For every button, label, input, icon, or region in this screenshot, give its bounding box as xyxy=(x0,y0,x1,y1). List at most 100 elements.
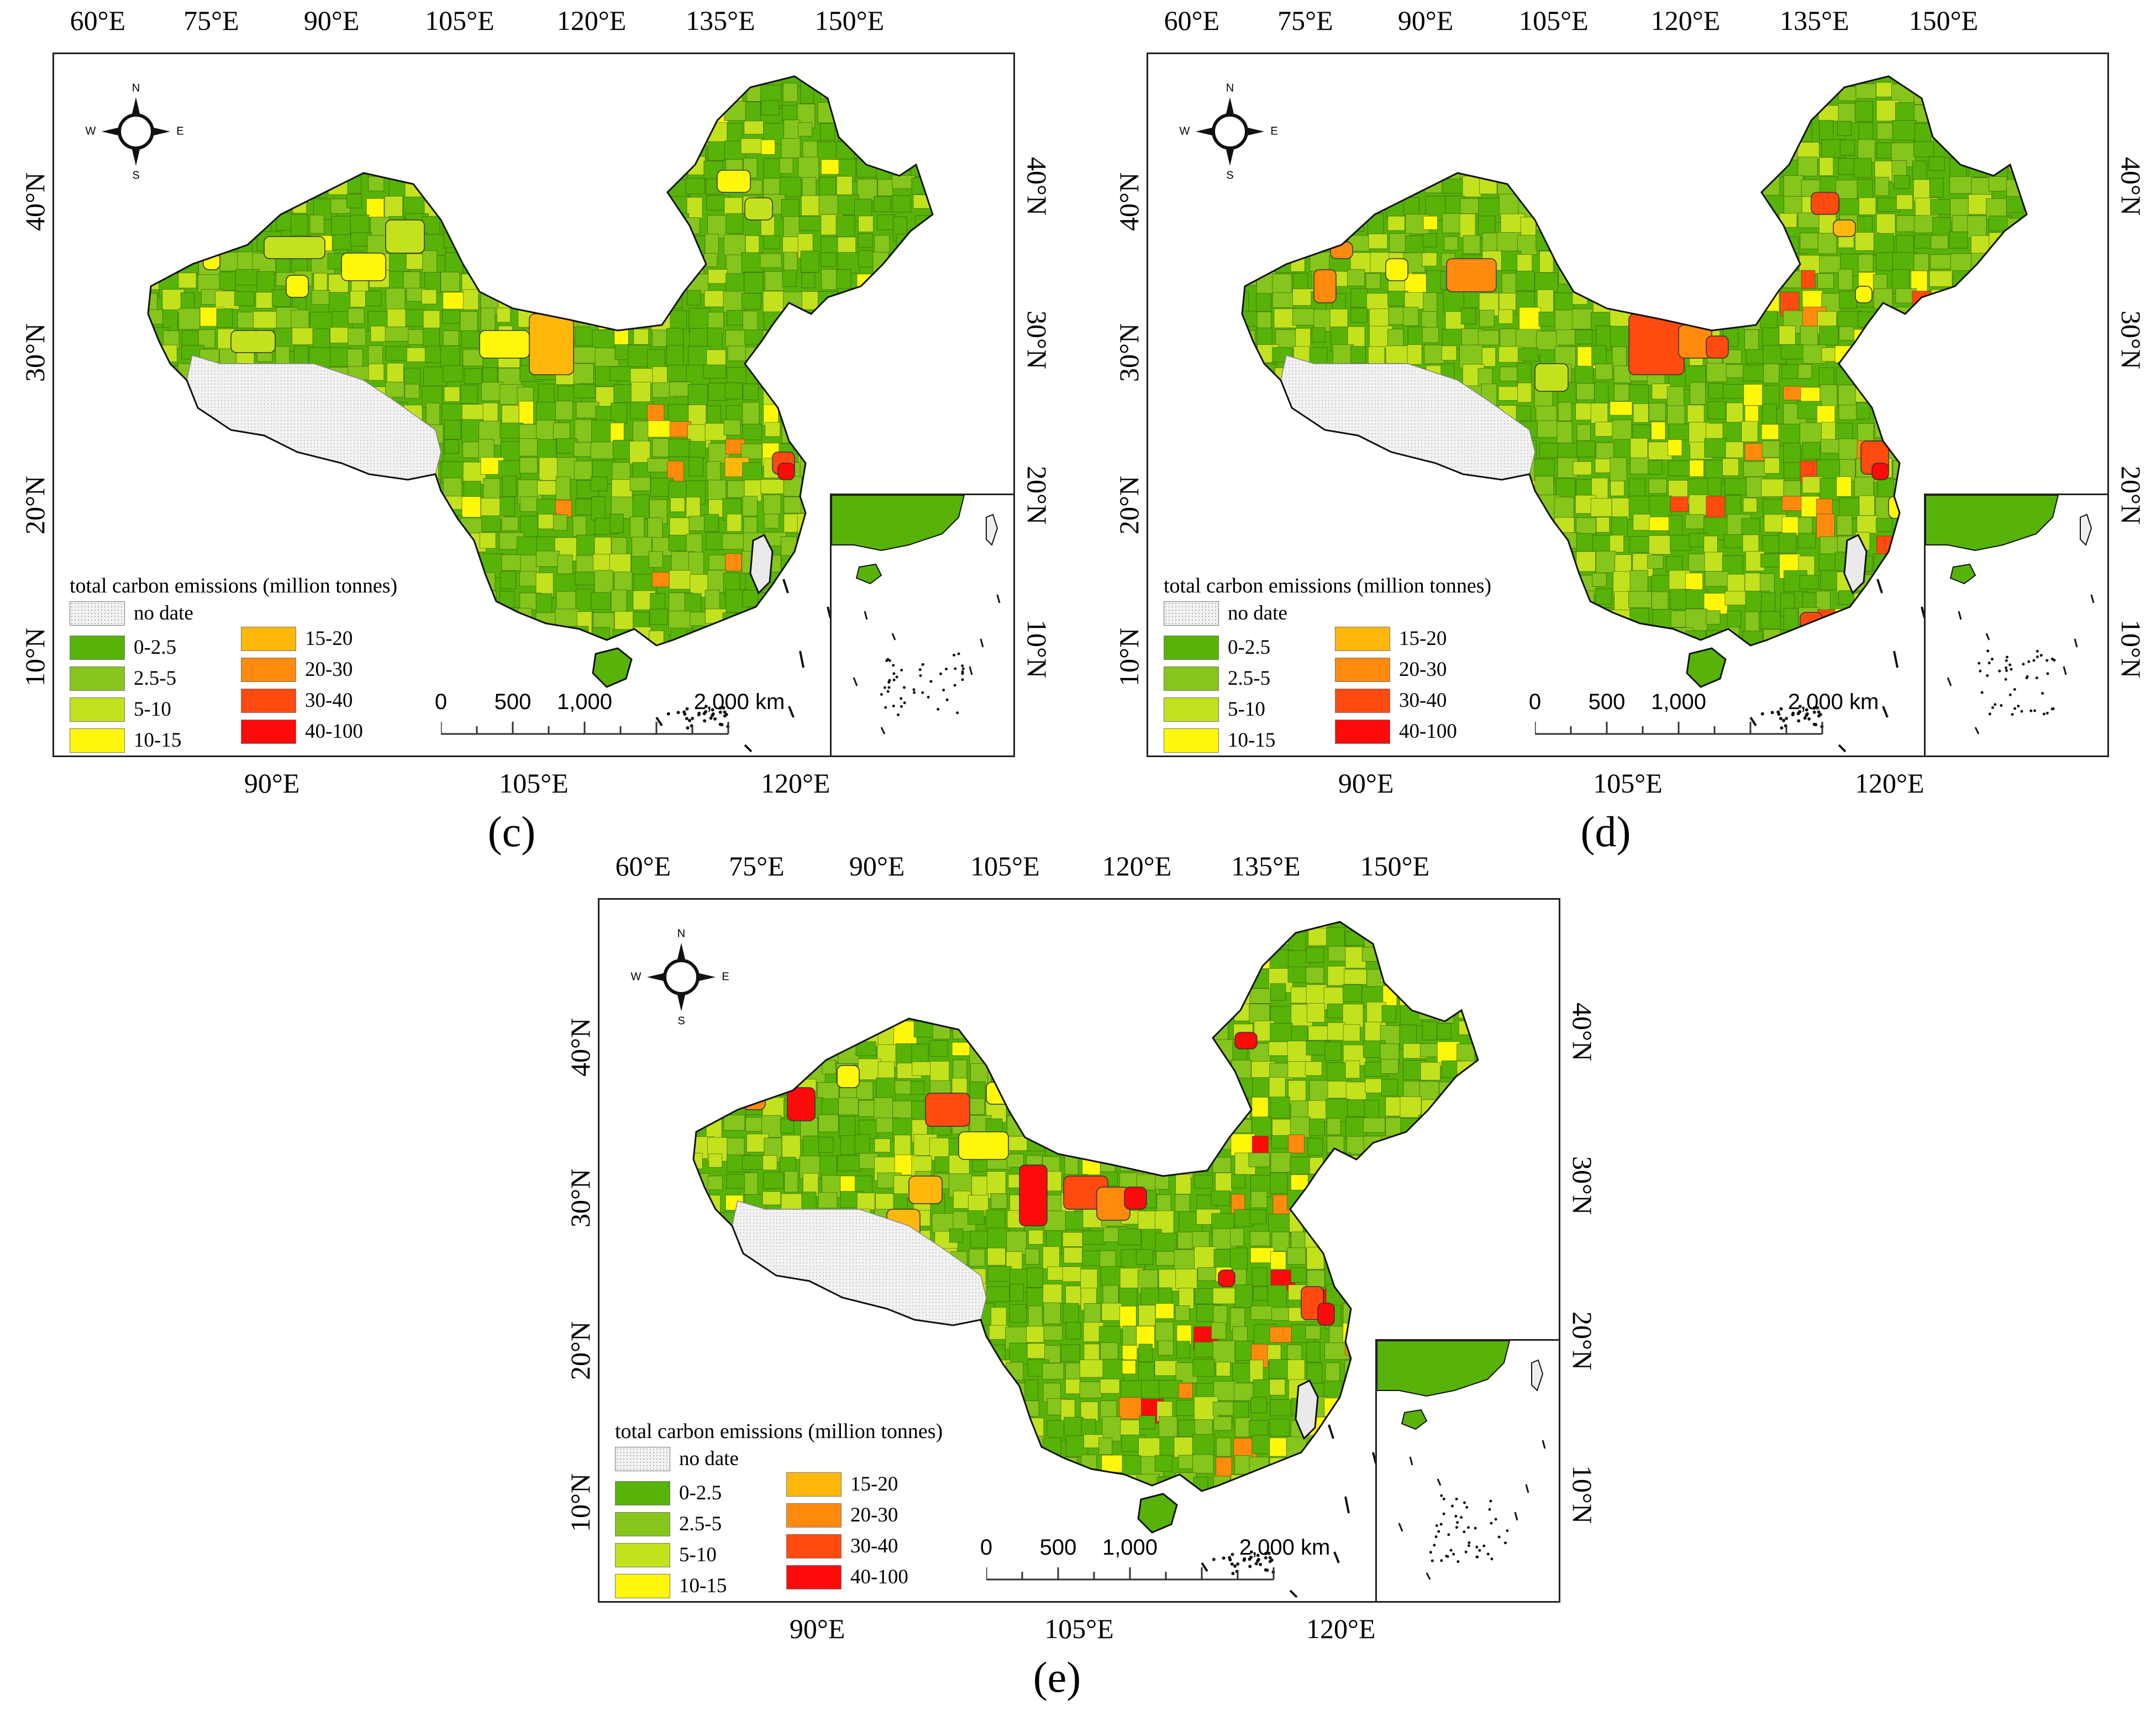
tick-label: 120°E xyxy=(1306,1613,1376,1644)
islet xyxy=(1230,1562,1234,1566)
scale-bar-graphic xyxy=(986,1567,1275,1581)
islet xyxy=(691,717,695,721)
islet xyxy=(1816,706,1820,710)
tick-label: 40°N xyxy=(1022,157,1053,216)
legend-swatch xyxy=(786,1503,842,1528)
scale-bar-label: 1,000 xyxy=(556,690,613,714)
islet xyxy=(1798,705,1802,709)
islet xyxy=(1779,707,1783,711)
islet xyxy=(720,723,724,727)
compass-letter-w: W xyxy=(631,970,641,983)
compass-letter-n: N xyxy=(1226,82,1234,94)
tick-label: 10°N xyxy=(565,1473,596,1532)
islet xyxy=(711,713,714,717)
islet xyxy=(1248,1565,1252,1568)
islet xyxy=(1814,723,1818,727)
tick-label: 105°E xyxy=(1044,1613,1114,1644)
scale-bar: 0 500 1,000 2,000 km xyxy=(435,690,785,745)
tick-label: 20°N xyxy=(1567,1311,1598,1370)
scale-bar-label: 2,000 km xyxy=(693,690,785,714)
compass-rose xyxy=(1196,97,1264,166)
legend-label: 5-10 xyxy=(1228,698,1265,721)
islet xyxy=(711,708,714,712)
legend-label: 0-2.5 xyxy=(679,1482,722,1504)
legend-swatch xyxy=(241,720,296,744)
legend-label: 40-100 xyxy=(1399,720,1457,743)
inset-canvas xyxy=(1377,1341,1546,1580)
map-panel-d: 60°E 75°E 90°E 105°E 120°E 135°E 150°E 90°E 105°… xyxy=(1113,0,2147,870)
compass-letter-s: S xyxy=(1226,169,1233,181)
islet xyxy=(1780,726,1784,730)
legend-title: total carbon emissions (million tonnes) xyxy=(1164,574,1492,597)
boundary-dash xyxy=(799,650,804,668)
tick-label: 40°N xyxy=(565,1018,596,1077)
boundary-dash xyxy=(1749,716,1757,727)
tick-label: 120°E xyxy=(761,768,830,799)
islet xyxy=(722,706,725,710)
islet xyxy=(1268,1556,1272,1560)
tick-label: 90°E xyxy=(303,5,360,36)
islet xyxy=(686,726,690,730)
map-panel-c: 60°E 75°E 90°E 105°E 120°E 135°E 150°E 90°E 105°… xyxy=(19,0,1053,870)
islet xyxy=(1264,1556,1268,1560)
tick-label: 105°E xyxy=(1593,768,1663,799)
islet xyxy=(723,710,727,714)
scale-bar-graphic xyxy=(1535,722,1823,735)
legend-swatch xyxy=(1164,636,1219,660)
scale-bar-label: 500 xyxy=(1588,690,1626,714)
scale-bar-label: 0 xyxy=(980,1535,993,1560)
legend-swatch xyxy=(70,667,125,691)
tick-label: 40°N xyxy=(2116,157,2147,216)
boundary-dash xyxy=(1289,1589,1298,1598)
compass-letter-e: E xyxy=(722,970,729,983)
islet xyxy=(1228,1558,1232,1562)
legend-label: 0-2.5 xyxy=(134,636,177,659)
tick-label: 120°E xyxy=(1855,768,1924,799)
legend-swatch xyxy=(786,1472,842,1497)
tick-label: 105°E xyxy=(1519,5,1589,36)
islet xyxy=(1222,1556,1226,1560)
scale-bar-label: 0 xyxy=(434,690,448,714)
legend-label: 10-15 xyxy=(1228,729,1276,752)
tick-label: 40°N xyxy=(19,172,50,232)
china-outline xyxy=(147,75,934,647)
compass-letter-s: S xyxy=(132,169,139,181)
islet xyxy=(1270,1558,1274,1562)
islet xyxy=(1256,1559,1260,1563)
scale-bar-label: 0 xyxy=(1528,690,1542,714)
taiwan-island xyxy=(1843,533,1868,595)
legend-label: no date xyxy=(1228,602,1287,625)
scale-bar-label: 500 xyxy=(494,690,532,714)
islet xyxy=(1803,716,1807,720)
legend-swatch xyxy=(615,1543,670,1567)
legend: total carbon emissions (million tonnes) n… xyxy=(1164,574,1584,755)
scale-bar: 0 500 1,000 2,000 km xyxy=(1529,690,1879,745)
legend-label: 40-100 xyxy=(305,720,363,743)
legend-label: 10-15 xyxy=(134,729,182,752)
islet xyxy=(1254,1562,1258,1566)
scale-bar-graphic xyxy=(441,722,729,735)
tick-label: 30°N xyxy=(1022,311,1053,370)
legend-swatch xyxy=(70,697,125,722)
legend-label: 15-20 xyxy=(305,627,353,650)
south-china-sea-inset xyxy=(1924,494,2107,755)
islet xyxy=(685,707,689,711)
tick-label: 135°E xyxy=(1780,5,1849,36)
panel-label-d: (d) xyxy=(1580,807,1631,856)
legend-label: 0-2.5 xyxy=(1228,636,1271,659)
islet xyxy=(1817,710,1821,714)
tick-label: 20°N xyxy=(19,475,50,534)
legend-label: no date xyxy=(679,1447,739,1470)
legend-label: 15-20 xyxy=(1399,627,1447,650)
legend-label: 30-40 xyxy=(305,689,353,712)
islet xyxy=(1782,718,1786,722)
tick-label: 60°E xyxy=(70,5,126,36)
islet xyxy=(709,716,713,720)
boundary-dash xyxy=(1838,744,1847,753)
boundary-dash xyxy=(1201,1562,1208,1572)
tick-label: 20°N xyxy=(565,1321,596,1380)
boundary-dash xyxy=(1333,1551,1340,1563)
tick-label: 20°N xyxy=(1022,465,1053,524)
